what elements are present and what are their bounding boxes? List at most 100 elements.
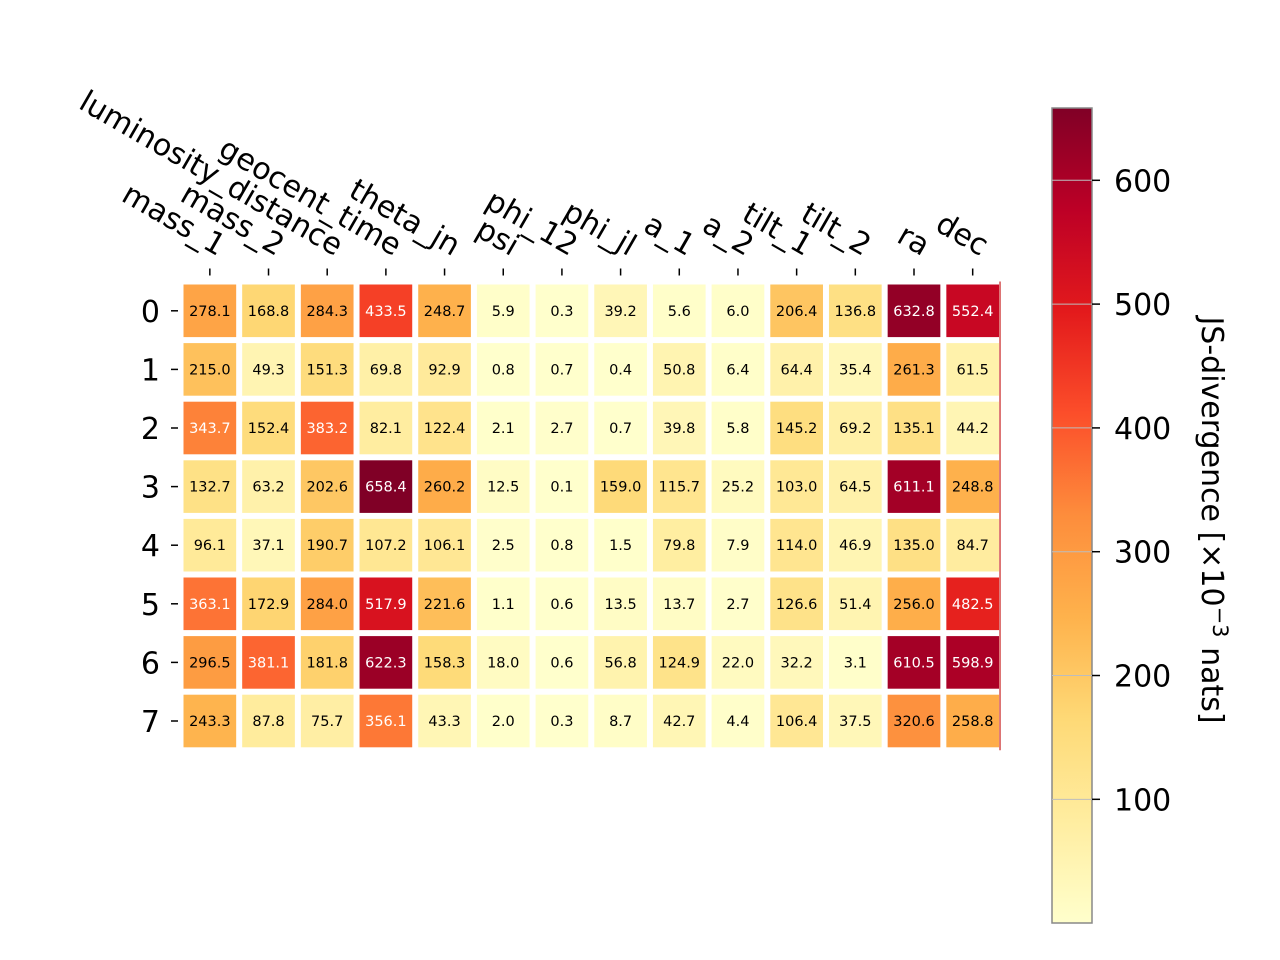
heatmap-cell [711, 460, 765, 513]
heatmap-cell [594, 401, 647, 455]
heatmap-cell [476, 401, 530, 455]
cell-value-label: 84.7 [957, 538, 989, 554]
heatmap-cell [594, 694, 647, 748]
cell-value-label: 181.8 [306, 655, 348, 671]
cell-value-label: 46.9 [839, 538, 871, 554]
heatmap-cell [183, 577, 237, 631]
cell-value-label: 363.1 [189, 597, 231, 613]
cell-value-label: 2.7 [726, 597, 749, 613]
heatmap-cell [946, 636, 1000, 689]
cell-value-label: 320.6 [893, 714, 935, 730]
colorbar-tick-label: 100 [1114, 783, 1171, 818]
cell-value-label: 5.8 [726, 421, 749, 437]
heatmap-cell [418, 577, 471, 631]
heatmap-cell [183, 343, 237, 396]
cell-value-label: 39.2 [604, 304, 636, 320]
heatmap-cell [535, 284, 589, 338]
x-tick-label: dec [930, 206, 994, 263]
heatmap-cell [711, 518, 765, 572]
heatmap-cell [242, 518, 295, 572]
heatmap-cell [359, 284, 413, 338]
heatmap-cell [476, 284, 530, 338]
cell-value-label: 0.8 [492, 362, 515, 378]
cell-value-label: 278.1 [189, 304, 231, 320]
cell-value-label: 202.6 [306, 480, 348, 496]
heatmap-cell [652, 694, 706, 748]
cell-value-label: 4.4 [726, 714, 749, 730]
cell-value-label: 284.0 [306, 597, 348, 613]
heatmap-cell [770, 577, 823, 631]
cell-value-label: 43.3 [428, 714, 460, 730]
cell-value-label: 0.1 [550, 480, 573, 496]
cell-value-label: 622.3 [365, 655, 407, 671]
heatmap-cell [418, 694, 471, 748]
cell-value-label: 135.0 [893, 538, 935, 554]
heatmap-cell [828, 284, 882, 338]
colorbar-tick-label: 400 [1114, 412, 1171, 447]
cell-value-label: 598.9 [952, 655, 994, 671]
cell-value-label: 151.3 [306, 362, 348, 378]
cell-value-label: 215.0 [189, 362, 231, 378]
heatmap-cell [946, 460, 1000, 513]
cell-value-label: 8.7 [609, 714, 632, 730]
cell-value-label: 0.6 [550, 597, 573, 613]
cell-value-label: 49.3 [252, 362, 284, 378]
cell-value-label: 35.4 [839, 362, 871, 378]
heatmap-cell [300, 518, 354, 572]
heatmap-cell [183, 694, 237, 748]
heatmap-cell [594, 343, 647, 396]
cell-value-label: 32.2 [780, 655, 812, 671]
cell-value-label: 135.1 [893, 421, 935, 437]
cell-value-label: 132.7 [189, 480, 231, 496]
heatmap-cell [359, 518, 413, 572]
heatmap-cell [535, 636, 589, 689]
cell-value-label: 56.8 [604, 655, 636, 671]
cell-value-label: 115.7 [659, 480, 701, 496]
heatmap-cell [594, 460, 647, 513]
heatmap-cell [770, 636, 823, 689]
heatmap-cell [476, 343, 530, 396]
cell-value-label: 136.8 [835, 304, 877, 320]
cell-value-label: 552.4 [952, 304, 994, 320]
heatmap-cell [359, 694, 413, 748]
cell-value-label: 243.3 [189, 714, 231, 730]
heatmap-cell [359, 577, 413, 631]
heatmap-cell [828, 694, 882, 748]
heatmap-cell [300, 401, 354, 455]
heatmap-cell [594, 636, 647, 689]
cell-value-label: 261.3 [893, 362, 935, 378]
heatmap-cell [535, 577, 589, 631]
cell-value-label: 145.2 [776, 421, 818, 437]
heatmap-cell [183, 460, 237, 513]
heatmap-cell [300, 343, 354, 396]
heatmap-cell [300, 636, 354, 689]
heatmap-cell [535, 401, 589, 455]
heatmap-cell [418, 284, 471, 338]
colorbar-tick-label: 500 [1114, 288, 1171, 323]
cell-value-label: 611.1 [893, 480, 935, 496]
y-tick-label: 7 [141, 705, 160, 740]
colorbar-tick-label: 600 [1114, 164, 1171, 199]
heatmap-cell [476, 518, 530, 572]
heatmap-cell [535, 460, 589, 513]
heatmap-cell [711, 694, 765, 748]
heatmap-cell [828, 518, 882, 572]
cell-value-label: 42.7 [663, 714, 695, 730]
heatmap-cell [828, 577, 882, 631]
heatmap-cell [770, 401, 823, 455]
y-tick-label: 5 [141, 588, 160, 623]
cell-value-label: 172.9 [248, 597, 290, 613]
cell-value-label: 1.1 [492, 597, 515, 613]
heatmap-cell [242, 401, 295, 455]
heatmap-cell [418, 518, 471, 572]
heatmap-cell [535, 694, 589, 748]
heatmap-cell [711, 284, 765, 338]
cell-value-label: 0.3 [550, 714, 573, 730]
cell-value-label: 168.8 [248, 304, 290, 320]
heatmap-cell [242, 343, 295, 396]
heatmap-cell [946, 343, 1000, 396]
heatmap-cell [183, 518, 237, 572]
cell-value-label: 296.5 [189, 655, 231, 671]
heatmap-cell [183, 401, 237, 455]
